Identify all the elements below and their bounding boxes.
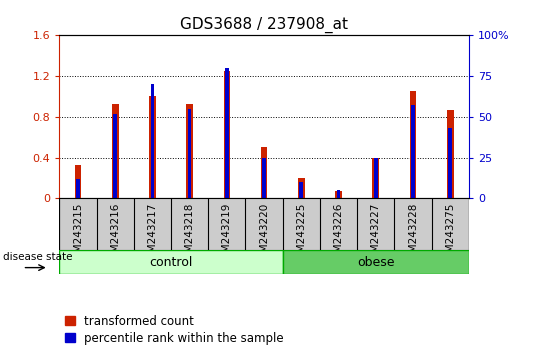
Bar <box>188 109 191 198</box>
Text: GSM243225: GSM243225 <box>296 202 306 266</box>
Text: GSM243217: GSM243217 <box>147 202 157 266</box>
Bar <box>261 147 267 198</box>
Text: GSM243275: GSM243275 <box>445 202 455 266</box>
Text: GSM243226: GSM243226 <box>334 202 343 266</box>
Text: GSM243215: GSM243215 <box>73 202 83 266</box>
Text: GSM243219: GSM243219 <box>222 202 232 266</box>
Bar <box>74 165 81 198</box>
Title: GDS3688 / 237908_at: GDS3688 / 237908_at <box>180 16 348 33</box>
Bar <box>410 91 417 198</box>
Bar <box>186 104 193 198</box>
Bar <box>448 128 452 198</box>
Text: disease state: disease state <box>3 252 72 262</box>
Bar <box>300 182 303 198</box>
Bar <box>374 158 378 198</box>
Bar <box>149 96 156 198</box>
Text: GSM243218: GSM243218 <box>185 202 195 266</box>
Bar <box>225 68 229 198</box>
Bar <box>112 104 119 198</box>
Text: control: control <box>149 256 193 269</box>
Bar <box>337 190 341 198</box>
Bar <box>150 84 154 198</box>
Bar <box>447 110 454 198</box>
Legend: transformed count, percentile rank within the sample: transformed count, percentile rank withi… <box>65 315 284 344</box>
Text: GSM243228: GSM243228 <box>408 202 418 266</box>
Text: GSM243220: GSM243220 <box>259 202 269 266</box>
Bar <box>335 191 342 198</box>
Bar <box>113 114 117 198</box>
Bar <box>76 179 80 198</box>
Bar <box>298 178 305 198</box>
Bar <box>224 71 230 198</box>
Text: obese: obese <box>357 256 395 269</box>
Bar <box>262 158 266 198</box>
Bar <box>283 250 469 274</box>
Bar <box>59 250 283 274</box>
Bar <box>372 158 379 198</box>
Bar <box>411 105 415 198</box>
Text: GSM243216: GSM243216 <box>110 202 120 266</box>
Text: GSM243227: GSM243227 <box>371 202 381 266</box>
